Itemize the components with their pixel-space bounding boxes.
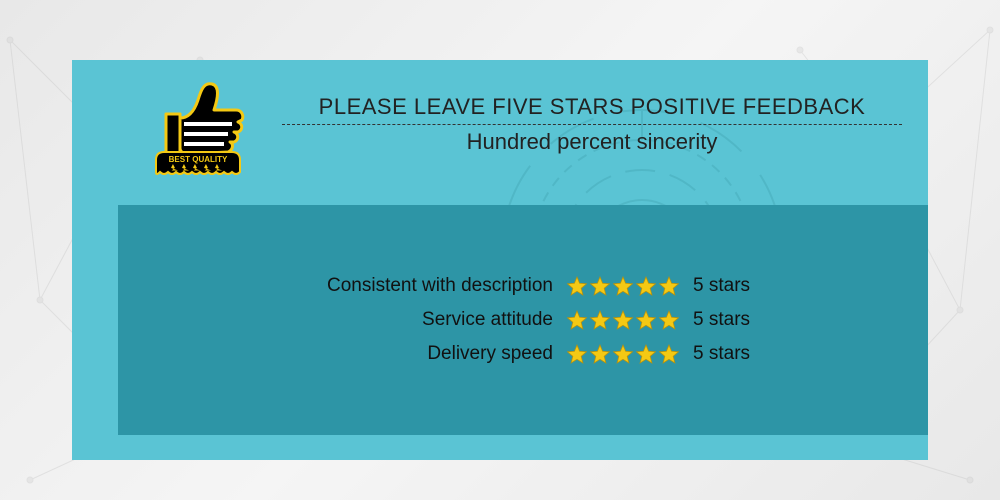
- header-block: PLEASE LEAVE FIVE STARS POSITIVE FEEDBAC…: [282, 94, 902, 155]
- star-icon: [613, 310, 633, 330]
- rating-row: Delivery speed 5 stars: [273, 343, 773, 365]
- star-icon: [613, 276, 633, 296]
- rating-count: 5 stars: [693, 275, 773, 297]
- best-quality-badge: BEST QUALITY: [138, 72, 258, 192]
- star-icon: [636, 310, 656, 330]
- ratings-panel: Consistent with description 5 stars Serv…: [118, 205, 928, 435]
- star-icon: [590, 310, 610, 330]
- star-icon: [567, 344, 587, 364]
- star-icon: [567, 276, 587, 296]
- stars-group: [567, 310, 679, 330]
- rating-label: Delivery speed: [273, 343, 553, 365]
- thumbs-up-icon: [166, 84, 243, 160]
- rating-row: Service attitude 5 stars: [273, 309, 773, 331]
- star-icon: [590, 344, 610, 364]
- stars-group: [567, 276, 679, 296]
- badge-banner-text: BEST QUALITY: [169, 155, 228, 164]
- rating-count: 5 stars: [693, 343, 773, 365]
- star-icon: [659, 310, 679, 330]
- header-title: PLEASE LEAVE FIVE STARS POSITIVE FEEDBAC…: [282, 94, 902, 125]
- star-icon: [659, 344, 679, 364]
- rating-row: Consistent with description 5 stars: [273, 275, 773, 297]
- star-icon: [659, 276, 679, 296]
- badge-banner: BEST QUALITY: [156, 152, 240, 174]
- star-icon: [567, 310, 587, 330]
- star-icon: [636, 276, 656, 296]
- rating-count: 5 stars: [693, 309, 773, 331]
- rating-label: Consistent with description: [273, 275, 553, 297]
- star-icon: [613, 344, 633, 364]
- star-icon: [590, 276, 610, 296]
- header-subtitle: Hundred percent sincerity: [282, 129, 902, 155]
- stars-group: [567, 344, 679, 364]
- rating-label: Service attitude: [273, 309, 553, 331]
- star-icon: [636, 344, 656, 364]
- feedback-panel: BEST QUALITY PLEASE LEAVE FIVE STARS POS…: [72, 60, 928, 460]
